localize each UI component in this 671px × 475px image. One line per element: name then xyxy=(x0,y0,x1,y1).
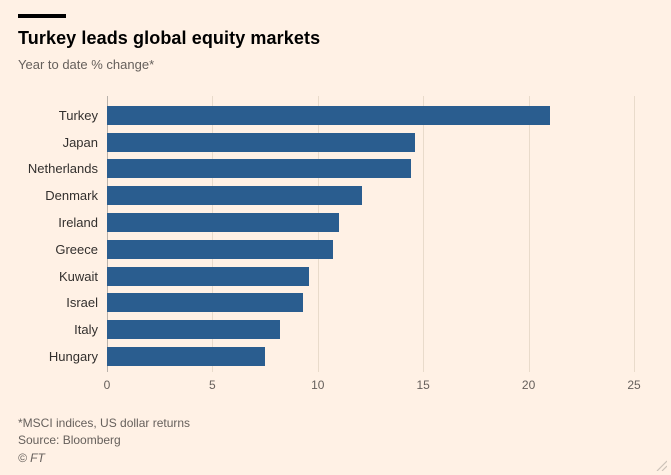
bar-track xyxy=(107,236,634,263)
x-tick-label: 20 xyxy=(521,377,536,392)
ft-credit: © FT xyxy=(18,450,45,465)
resize-handle-icon[interactable] xyxy=(655,459,667,471)
bar-track xyxy=(107,182,634,209)
x-tick-label: 10 xyxy=(311,377,325,392)
category-label: Netherlands xyxy=(27,161,98,177)
category-label: Hungary xyxy=(48,349,98,365)
bar-track xyxy=(107,209,634,236)
gridline xyxy=(317,96,319,372)
bar-track xyxy=(107,316,634,343)
bar xyxy=(107,293,304,313)
category-label: Greece xyxy=(55,241,98,257)
category-label: Ireland xyxy=(58,215,98,231)
bar xyxy=(107,320,280,340)
chart-subtitle: Year to date % change* xyxy=(18,57,155,72)
bar xyxy=(107,186,363,206)
chart-footer: *MSCI indices, US dollar returns Source:… xyxy=(18,416,653,465)
category-label: Japan xyxy=(62,134,98,150)
bar-track xyxy=(107,129,634,156)
bar-track xyxy=(107,156,634,183)
bar xyxy=(107,105,550,125)
bar xyxy=(107,213,339,233)
category-label: Denmark xyxy=(45,188,98,204)
bar xyxy=(107,266,310,286)
gridline xyxy=(212,96,214,372)
category-label: Kuwait xyxy=(58,268,98,284)
bar xyxy=(107,239,333,259)
gridline xyxy=(107,96,108,372)
category-label: Israel xyxy=(66,295,98,311)
gridline xyxy=(423,96,425,372)
bar-track xyxy=(107,263,634,290)
source-line: Source: Bloomberg xyxy=(18,432,121,447)
plot-area xyxy=(107,96,635,372)
gridlines xyxy=(107,96,635,372)
category-label: Turkey xyxy=(58,107,98,123)
gridline xyxy=(528,96,530,372)
category-labels-column: Turkey Japan Netherlands Denmark Ireland Gree… xyxy=(18,96,107,372)
bar-rows xyxy=(107,96,634,372)
footnote: *MSCI indices, US dollar returns xyxy=(18,415,191,430)
bar-track xyxy=(107,343,634,370)
chart-title: Turkey leads global equity markets xyxy=(18,28,321,48)
x-axis: 0 5 10 15 20 25 xyxy=(103,376,641,394)
gridline xyxy=(634,96,635,372)
x-tick-label: 5 xyxy=(209,377,216,392)
x-tick-label: 0 xyxy=(103,377,111,392)
bar xyxy=(107,159,411,179)
bar xyxy=(107,132,415,152)
bar-track xyxy=(107,290,634,317)
bar-track xyxy=(107,102,634,129)
category-label: Italy xyxy=(74,322,98,338)
x-tick-label: 25 xyxy=(627,377,641,392)
ft-accent-bar xyxy=(18,14,66,18)
x-tick-label: 15 xyxy=(416,377,430,392)
bar xyxy=(107,347,266,367)
bar-chart: Turkey Japan Netherlands Denmark Ireland Gree… xyxy=(18,96,653,372)
